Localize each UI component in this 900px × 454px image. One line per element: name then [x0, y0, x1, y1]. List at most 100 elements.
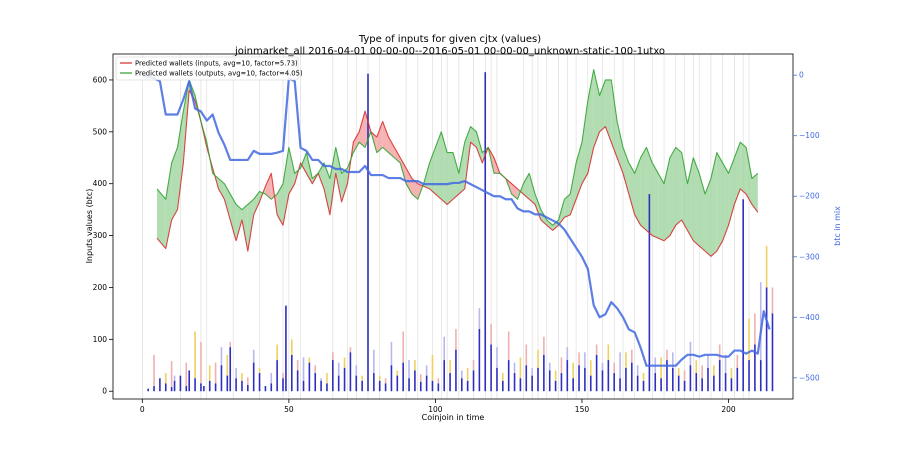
bar-83	[619, 378, 621, 392]
bar-extra-103	[736, 354, 739, 368]
fill-segment-49	[447, 152, 453, 205]
bar-extra-98	[707, 354, 709, 368]
bar-70	[543, 354, 545, 392]
bar-40	[367, 73, 369, 392]
fill-segment-81	[634, 157, 641, 226]
fill-segment-84	[652, 162, 659, 239]
bar-106	[754, 344, 756, 392]
bar-extra-70	[543, 336, 545, 355]
bar-86	[636, 375, 639, 392]
fill-segment-10	[218, 178, 225, 200]
bar-9	[194, 378, 196, 392]
bar-extra-46	[402, 331, 404, 363]
bar-29	[302, 380, 305, 392]
bar-extra-34	[332, 352, 334, 361]
fill-segment-3	[177, 111, 184, 210]
bar-extra-38	[355, 365, 358, 376]
fill-segment-48	[441, 131, 448, 205]
fill-segment-71	[576, 142, 582, 200]
fill-segment-63	[529, 173, 536, 205]
bar-45	[396, 375, 399, 392]
bar-75	[572, 378, 574, 392]
bar-74	[566, 360, 569, 392]
fill-segment-94	[710, 152, 717, 257]
bar-extra-33	[326, 373, 328, 384]
bar-extra-85	[630, 349, 633, 363]
fill-segment-18	[265, 173, 272, 200]
fill-segment-21	[283, 147, 289, 226]
legend: Predicted wallets (inputs, avg=10, facto…	[115, 56, 303, 81]
chart-title: Type of inputs for given cjtx (values)	[358, 34, 541, 45]
bar-extra-13	[214, 362, 217, 384]
fill-segment-99	[740, 142, 747, 195]
bar-68	[531, 375, 533, 392]
bar-extra-109	[771, 287, 774, 314]
fill-segment-87	[669, 147, 676, 236]
bar-101	[724, 373, 727, 392]
bar-53	[443, 360, 446, 392]
bar-92	[672, 367, 674, 392]
bar-extra-5	[173, 375, 176, 381]
bar-extra-65	[513, 362, 516, 374]
y2-tick-label-3: −300	[799, 252, 820, 261]
bar-43	[384, 383, 387, 392]
y2-tick-label-5: −500	[799, 373, 820, 382]
bar-23	[270, 383, 273, 392]
bar-60	[484, 72, 487, 392]
fill-segment-30	[335, 147, 342, 202]
bar-extra-43	[384, 378, 387, 384]
bar-7	[185, 386, 188, 392]
bar-6	[179, 375, 182, 392]
bar-extra-86	[636, 365, 639, 376]
bar-82	[613, 373, 616, 392]
y-tick-label-0: 0	[102, 387, 107, 396]
bar-62	[496, 367, 498, 392]
bar-49	[419, 381, 422, 392]
bar-19	[247, 384, 249, 392]
x-axis-label: Coinjoin in time	[422, 413, 485, 422]
fill-segment-13	[236, 204, 242, 241]
fill-segment-2	[171, 147, 178, 221]
bar-extra-1	[153, 354, 155, 387]
fill-segment-27	[318, 162, 325, 189]
bar-extra-47	[408, 360, 410, 379]
bar-extra-20	[252, 349, 255, 363]
bar-3	[164, 383, 167, 392]
bar-extra-94	[683, 370, 686, 381]
bar-2	[159, 378, 161, 392]
y-tick-label-2: 200	[93, 283, 108, 292]
fill-segment-1	[165, 162, 172, 249]
bar-extra-92	[672, 352, 674, 368]
bar-extra-52	[437, 378, 440, 384]
bar-76	[578, 365, 580, 392]
bar-88	[648, 194, 651, 392]
bar-14	[220, 365, 223, 392]
bar-extra-83	[619, 352, 621, 379]
bar-extra-30	[308, 357, 311, 363]
fill-segment-31	[341, 168, 348, 202]
bar-20	[252, 362, 255, 392]
bar-extra-54	[449, 360, 451, 374]
bar-extra-49	[419, 374, 422, 382]
bar-48	[414, 370, 416, 392]
fill-segment-50	[453, 152, 459, 200]
bar-56	[460, 378, 463, 392]
bar-36	[343, 367, 346, 392]
bar-1	[153, 386, 155, 392]
bar-54	[449, 373, 451, 392]
fill-segment-82	[640, 147, 647, 231]
bar-26	[285, 305, 287, 392]
bar-extra-72	[554, 370, 557, 381]
fill-segment-89	[681, 152, 688, 231]
fill-segment-40	[394, 147, 401, 163]
bar-32	[320, 380, 322, 392]
bar-extra-45	[396, 370, 399, 376]
bar-99	[713, 375, 715, 392]
fill-segment-100	[746, 147, 752, 205]
bar-35	[337, 375, 340, 392]
fill-segment-54	[476, 131, 483, 163]
bar-extra-95	[689, 341, 692, 366]
bar-extra-32	[320, 378, 322, 381]
bar-extra-69	[537, 349, 539, 368]
